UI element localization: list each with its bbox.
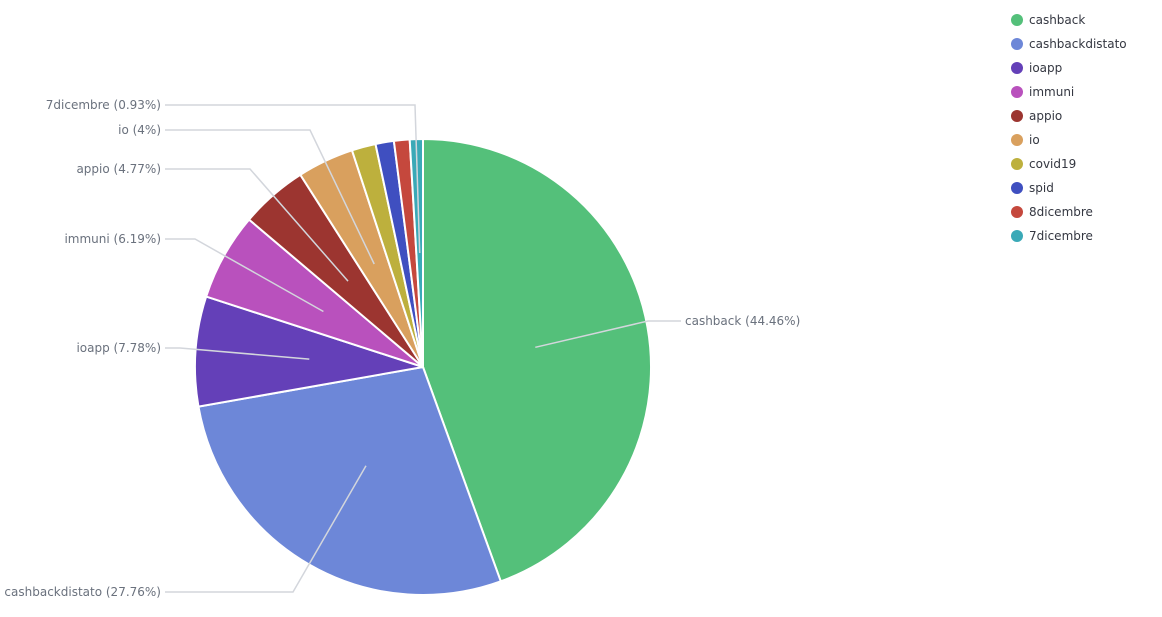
legend-label-7dicembre: 7dicembre bbox=[1029, 229, 1093, 243]
leader-line-cashbackdistato bbox=[165, 465, 367, 593]
legend-item-immuni[interactable]: immuni bbox=[1011, 85, 1074, 99]
legend-item-covid19[interactable]: covid19 bbox=[1011, 157, 1076, 171]
legend-swatch-8dicembre bbox=[1011, 206, 1023, 218]
slice-leader-lines bbox=[165, 104, 681, 593]
legend-label-cashback: cashback bbox=[1029, 13, 1085, 27]
legend-label-covid19: covid19 bbox=[1029, 157, 1076, 171]
legend-item-7dicembre[interactable]: 7dicembre bbox=[1011, 229, 1093, 243]
leader-line-ioapp bbox=[165, 347, 310, 360]
pie-slices bbox=[194, 137, 652, 596]
legend-label-immuni: immuni bbox=[1029, 85, 1074, 99]
legend-item-cashbackdistato[interactable]: cashbackdistato bbox=[1011, 37, 1127, 51]
slice-labels: cashback (44.46%) cashbackdistato (27.76%… bbox=[4, 98, 800, 599]
legend-item-io[interactable]: io bbox=[1011, 133, 1040, 147]
legend-swatch-spid bbox=[1011, 182, 1023, 194]
legend-item-cashback[interactable]: cashback bbox=[1011, 13, 1085, 27]
legend-swatch-io bbox=[1011, 134, 1023, 146]
legend: cashback cashbackdistato ioapp immuni appio i… bbox=[1011, 13, 1127, 243]
legend-swatch-cashback bbox=[1011, 14, 1023, 26]
slice-label-appio: appio (4.77%) bbox=[76, 162, 161, 176]
legend-label-io: io bbox=[1029, 133, 1040, 147]
legend-swatch-7dicembre bbox=[1011, 230, 1023, 242]
slice-label-io: io (4%) bbox=[118, 123, 161, 137]
leader-line-7dicembre bbox=[165, 104, 421, 254]
legend-item-ioapp[interactable]: ioapp bbox=[1011, 61, 1062, 75]
slice-label-cashbackdistato: cashbackdistato (27.76%) bbox=[4, 585, 161, 599]
slice-label-immuni: immuni (6.19%) bbox=[64, 232, 161, 246]
legend-label-spid: spid bbox=[1029, 181, 1054, 195]
legend-swatch-ioapp bbox=[1011, 62, 1023, 74]
legend-swatch-immuni bbox=[1011, 86, 1023, 98]
leader-line-appio bbox=[165, 168, 349, 282]
slice-label-7dicembre: 7dicembre (0.93%) bbox=[46, 98, 161, 112]
slice-ioapp[interactable] bbox=[194, 295, 424, 408]
leader-line-cashback bbox=[535, 320, 681, 349]
legend-item-8dicembre[interactable]: 8dicembre bbox=[1011, 205, 1093, 219]
legend-item-appio[interactable]: appio bbox=[1011, 109, 1062, 123]
legend-swatch-covid19 bbox=[1011, 158, 1023, 170]
legend-swatch-appio bbox=[1011, 110, 1023, 122]
legend-swatch-cashbackdistato bbox=[1011, 38, 1023, 50]
legend-item-spid[interactable]: spid bbox=[1011, 181, 1054, 195]
slice-label-cashback: cashback (44.46%) bbox=[685, 314, 800, 328]
slice-label-ioapp: ioapp (7.78%) bbox=[76, 341, 161, 355]
legend-label-cashbackdistato: cashbackdistato bbox=[1029, 37, 1127, 51]
legend-label-8dicembre: 8dicembre bbox=[1029, 205, 1093, 219]
legend-label-appio: appio bbox=[1029, 109, 1062, 123]
legend-label-ioapp: ioapp bbox=[1029, 61, 1062, 75]
leader-line-io bbox=[165, 129, 375, 265]
slice-cashback[interactable] bbox=[422, 137, 652, 583]
leader-line-immuni bbox=[165, 238, 324, 313]
